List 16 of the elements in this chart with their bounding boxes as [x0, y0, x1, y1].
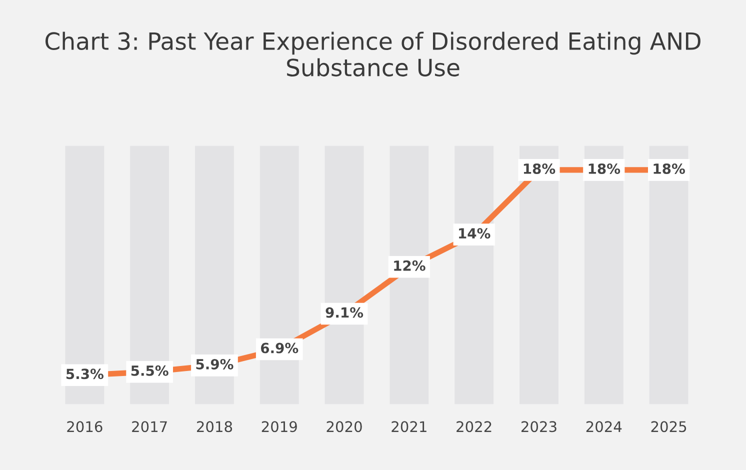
x-tick-label: 2022 — [456, 421, 492, 432]
x-tick-label: 2019 — [262, 421, 297, 432]
chart-title: Chart 3: Past Year Experience of Disordered Eating AND Substance Use — [45, 32, 700, 76]
x-tick-label: 2021 — [392, 421, 426, 432]
x-tick-label: 2023 — [521, 421, 556, 432]
data-label: 5.9% — [196, 358, 234, 370]
x-tick-label: 2024 — [586, 421, 622, 432]
x-tick-label: 2016 — [67, 421, 102, 432]
data-label: 5.3% — [66, 368, 104, 380]
data-label: 9.1% — [326, 307, 364, 318]
x-tick-label: 2020 — [326, 421, 362, 432]
data-label: 5.5% — [131, 365, 168, 376]
data-label: 6.9% — [260, 342, 298, 354]
x-tick-label: 2025 — [651, 421, 686, 432]
x-tick-label: 2018 — [196, 421, 232, 432]
x-tick-label: 2017 — [132, 421, 167, 432]
